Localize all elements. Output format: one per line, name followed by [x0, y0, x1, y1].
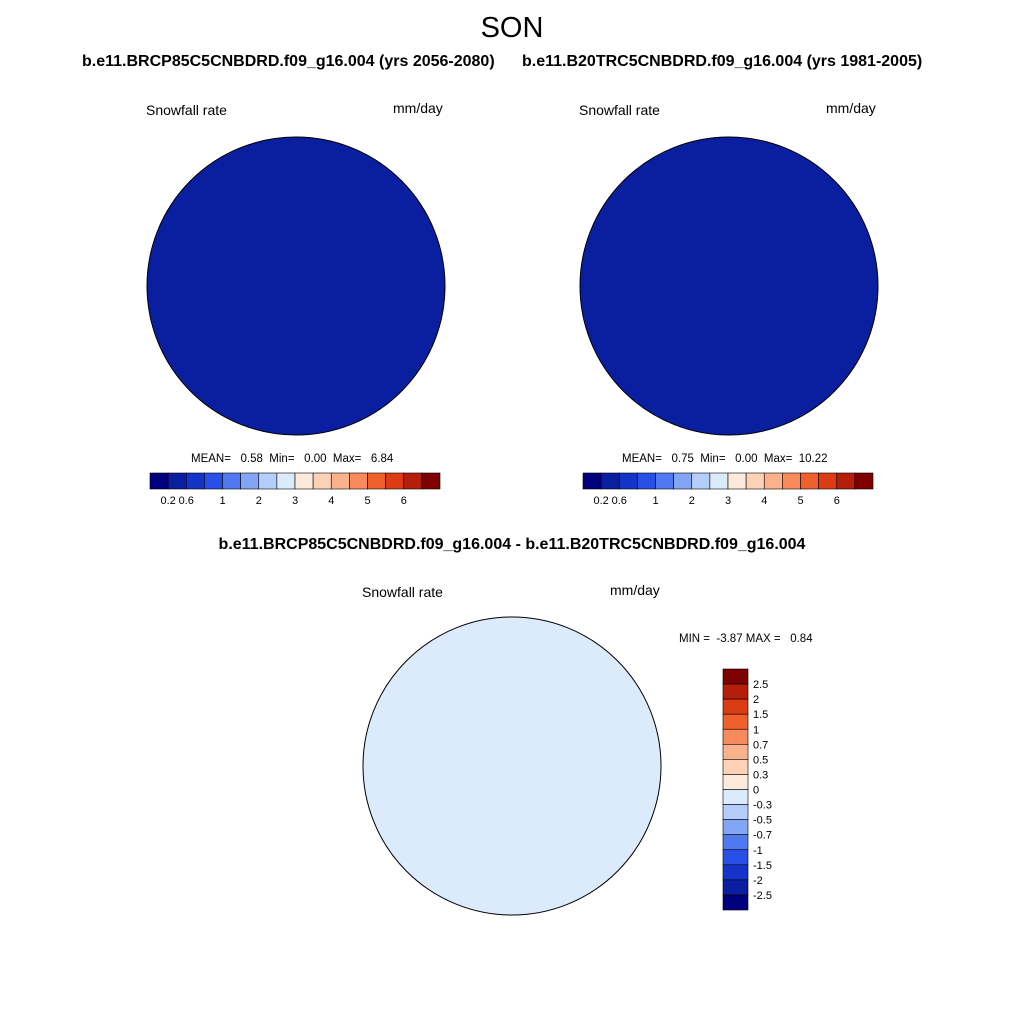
historical-variable-label: Snowfall rate [579, 102, 660, 118]
historical-colorbar-swatch [691, 472, 711, 490]
future-stats-text: MEAN= 0.58 Min= 0.00 Max= 6.84 [191, 453, 394, 465]
historical-colorbar-tick-label: 5 [797, 495, 803, 507]
historical-colorbar-tick-label: 3 [725, 495, 731, 507]
difference-colorbar-swatch [722, 683, 749, 700]
difference-colorbar-tick-label: -1 [753, 845, 763, 857]
future-colorbar-tick-label: 4 [328, 495, 334, 507]
future-colorbar-swatch [367, 472, 386, 490]
historical-colorbar-tick-label: 6 [834, 495, 840, 507]
historical-colorbar-tick-label: 0.2 [593, 495, 608, 507]
future-colorbar-swatch [294, 472, 314, 490]
difference-colorbar-swatch [722, 804, 749, 820]
future-colorbar-swatch [204, 472, 223, 490]
figure-title: SON [480, 12, 544, 44]
difference-colorbar-swatch [722, 789, 749, 805]
difference-colorbar-swatch [722, 668, 749, 685]
future-colorbar-tick-label: 1 [219, 495, 225, 507]
difference-colorbar-swatch [722, 759, 749, 775]
difference-colorbar-tick-label: 0 [753, 785, 759, 797]
difference-colorbar-swatch [722, 744, 749, 760]
difference-polar-map [362, 616, 662, 916]
future-colorbar-swatch [222, 472, 241, 490]
historical-colorbar-swatch [600, 472, 620, 490]
difference-colorbar-tick-label: 0.5 [753, 754, 768, 766]
difference-colorbar-swatch [722, 879, 749, 896]
difference-colorbar: 2.5 2 1.5 1 0.7 0.5 0.3 0 -0.3 -0.5 -0.7 -1 -1.5 -2 -2… [722, 668, 772, 911]
future-colorbar-swatch [185, 472, 205, 490]
historical-colorbar-swatch [854, 472, 874, 490]
difference-colorbar-tick-label: -2 [753, 875, 763, 887]
historical-colorbar-swatch [582, 472, 602, 490]
historical-colorbar-swatch [818, 472, 838, 490]
difference-variable-label: Snowfall rate [362, 584, 443, 600]
difference-colorbar-swatch [722, 834, 749, 851]
future-colorbar: 0.2 0.6 1 2 3 4 5 6 [149, 472, 441, 507]
difference-colorbar-swatch [722, 894, 749, 911]
difference-colorbar-swatch [722, 698, 749, 715]
future-polar-map [146, 136, 446, 436]
historical-colorbar-swatch [745, 472, 765, 490]
historical-colorbar-tick-label: 1 [652, 495, 658, 507]
difference-colorbar-tick-label: 2 [753, 694, 759, 706]
historical-colorbar-swatch [727, 472, 747, 490]
historical-colorbar-swatch [673, 472, 693, 490]
future-colorbar-swatch [167, 472, 187, 490]
future-colorbar-tick-label: 5 [364, 495, 370, 507]
difference-colorbar-tick-label: 0.3 [753, 769, 768, 781]
difference-colorbar-tick-label: -1.5 [753, 860, 772, 872]
historical-colorbar-swatch [709, 472, 729, 490]
difference-colorbar-tick-label: -0.5 [753, 815, 772, 827]
future-colorbar-swatch [385, 472, 405, 490]
difference-colorbar-tick-label: 0.7 [753, 739, 768, 751]
historical-experiment-title: b.e11.B20TRC5CNBDRD.f09_g16.004 (yrs 198… [522, 53, 923, 70]
historical-colorbar-swatch [637, 472, 656, 490]
future-units-label: mm/day [393, 100, 443, 116]
historical-units-label: mm/day [826, 100, 876, 116]
future-colorbar-swatch [149, 472, 169, 490]
future-variable-label: Snowfall rate [146, 102, 227, 118]
future-colorbar-swatch [330, 472, 350, 490]
difference-colorbar-tick-label: 1 [753, 724, 759, 736]
future-colorbar-swatch [349, 472, 368, 490]
future-colorbar-swatch [258, 472, 278, 490]
difference-colorbar-tick-label: -0.7 [753, 830, 772, 842]
historical-colorbar-swatch [618, 472, 638, 490]
historical-colorbar-swatch [836, 472, 856, 490]
historical-colorbar-swatch [763, 472, 783, 490]
historical-colorbar-tick-label: 4 [761, 495, 767, 507]
future-colorbar-tick-label: 0.6 [179, 495, 194, 507]
future-colorbar-tick-label: 6 [401, 495, 407, 507]
difference-colorbar-swatch [722, 774, 749, 790]
difference-colorbar-tick-label: -0.3 [753, 800, 772, 812]
future-colorbar-swatch [312, 472, 332, 490]
difference-colorbar-swatch [722, 864, 749, 881]
difference-units-label: mm/day [610, 582, 660, 598]
difference-title: b.e11.BRCP85C5CNBDRD.f09_g16.004 - b.e11… [218, 536, 806, 553]
difference-colorbar-tick-label: 2.5 [753, 679, 768, 691]
difference-stats-text: MIN = -3.87 MAX = 0.84 [679, 633, 813, 645]
difference-colorbar-swatch [722, 849, 749, 866]
historical-colorbar-tick-label: 2 [689, 495, 695, 507]
future-experiment-title: b.e11.BRCP85C5CNBDRD.f09_g16.004 (yrs 20… [82, 53, 495, 70]
future-colorbar-swatch [276, 472, 296, 490]
historical-stats-text: MEAN= 0.75 Min= 0.00 Max= 10.22 [622, 453, 828, 465]
difference-colorbar-swatch [722, 819, 749, 835]
historical-polar-map [579, 136, 879, 436]
historical-colorbar-swatch [655, 472, 674, 490]
historical-colorbar-swatch [782, 472, 801, 490]
future-colorbar-tick-label: 2 [256, 495, 262, 507]
difference-colorbar-tick-label: -2.5 [753, 890, 772, 902]
difference-colorbar-swatch [722, 728, 749, 745]
future-colorbar-tick-label: 3 [292, 495, 298, 507]
future-colorbar-tick-label: 0.2 [160, 495, 175, 507]
future-colorbar-swatch [421, 472, 441, 490]
historical-colorbar: 0.2 0.6 1 2 3 4 5 6 [582, 472, 874, 507]
historical-colorbar-swatch [800, 472, 819, 490]
future-colorbar-swatch [240, 472, 260, 490]
difference-colorbar-tick-label: 1.5 [753, 709, 768, 721]
difference-colorbar-swatch [722, 713, 749, 730]
future-colorbar-swatch [403, 472, 423, 490]
historical-colorbar-tick-label: 0.6 [612, 495, 627, 507]
